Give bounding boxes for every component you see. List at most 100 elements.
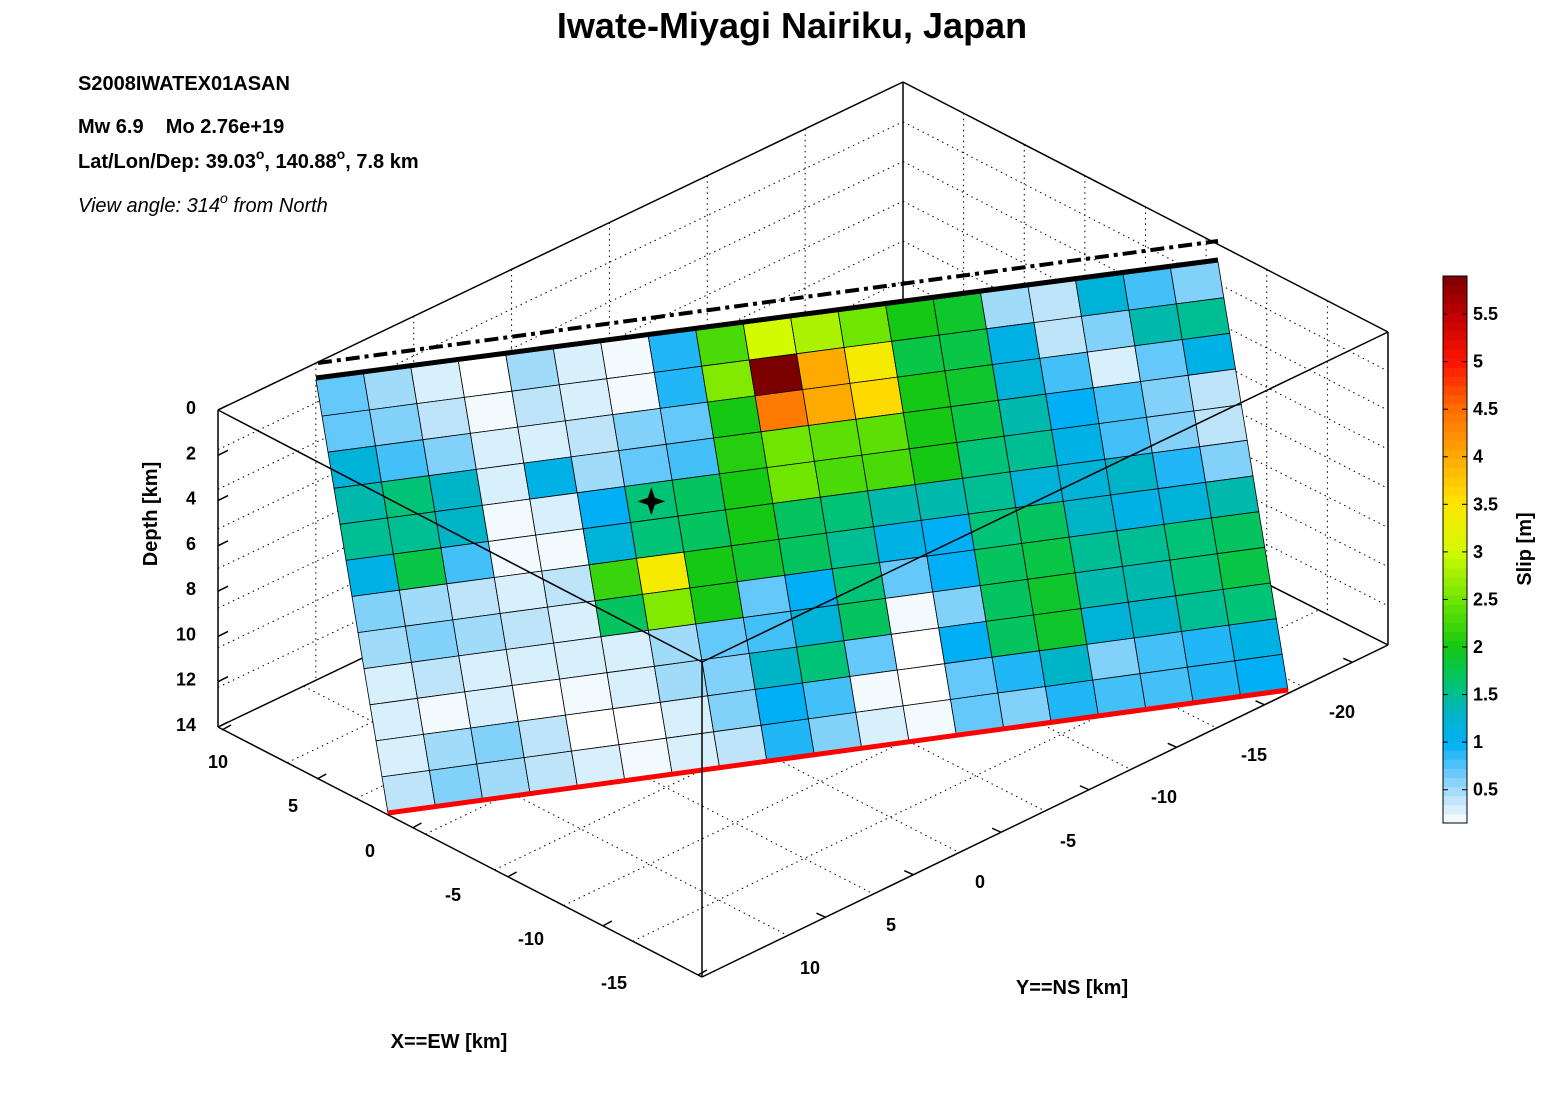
slip-patch [636, 551, 691, 595]
slip-patch [997, 393, 1053, 437]
slip-patch [1216, 546, 1271, 590]
location-text: Lat/Lon/Dep: 39.03o, 140.88o, 7.8 km [78, 146, 419, 173]
slip-patch [831, 562, 886, 606]
slip-patch [908, 442, 964, 486]
slip-patch [849, 376, 904, 420]
degree-mark-lon: o [337, 146, 346, 162]
colorbar-segment [1443, 740, 1467, 751]
event-id: S2008IWATEX01ASAN [78, 73, 290, 95]
colorbar-segment [1443, 658, 1467, 669]
slip-patch [369, 403, 424, 447]
slip-patch [1134, 339, 1189, 383]
slip-patch [873, 519, 928, 564]
slip-patch [813, 454, 869, 498]
ns-tick [1343, 657, 1353, 663]
colorbar-segment [1443, 476, 1467, 487]
slip-patch [825, 526, 880, 570]
slip-patch [559, 672, 614, 716]
slip-patch [979, 578, 1034, 622]
colorbar-segment [1443, 768, 1467, 779]
slip-patch [1199, 439, 1254, 483]
colorbar-segment [1443, 713, 1467, 724]
location-mid: , 140.88 [264, 151, 336, 173]
slip-patch [452, 613, 507, 657]
slip-patch [392, 547, 448, 591]
view-suffix: from North [228, 195, 328, 217]
colorbar-segment [1443, 403, 1467, 414]
depth-tick [217, 494, 229, 502]
ns-tick [816, 912, 826, 918]
ns-tick-label: 10 [800, 958, 820, 978]
slip-patch [351, 589, 406, 634]
degree-mark-lat: o [256, 146, 265, 162]
colorbar-segment [1443, 376, 1467, 386]
depth-tick-label: 0 [186, 398, 196, 418]
slip-patch [932, 585, 987, 629]
slip-patch [1133, 631, 1188, 675]
colorbar-segment [1443, 649, 1467, 660]
ns-tick [903, 870, 914, 876]
slip-patch [410, 360, 465, 405]
colorbar-segment [1443, 312, 1467, 323]
colorbar-segment [1443, 449, 1467, 459]
slip-patch [980, 286, 1035, 330]
slip-patch [944, 656, 999, 700]
slip-patch [754, 682, 809, 726]
slip-patch [600, 629, 655, 674]
location-suffix: , 7.8 km [345, 151, 418, 173]
slip-patch [1175, 297, 1231, 341]
slip-patch [695, 617, 750, 661]
slip-patch [653, 659, 709, 703]
slip-patch [535, 528, 590, 572]
slip-patch [333, 481, 388, 525]
colorbar-tick-label: 4.5 [1473, 399, 1498, 419]
colorbar-segment [1443, 294, 1467, 304]
colorbar-segment [1443, 330, 1467, 341]
slip-patch [896, 663, 951, 707]
slip-patch [416, 396, 471, 441]
colorbar-segment [1443, 348, 1467, 359]
slip-patch [1051, 423, 1106, 467]
slip-patch [902, 406, 958, 450]
colorbar-segment [1443, 440, 1467, 450]
slip-patch [1068, 530, 1123, 574]
slip-patch [659, 695, 715, 739]
slip-patch [422, 432, 477, 477]
slip-patch [523, 456, 578, 500]
slip-patch [612, 407, 667, 452]
slip-patch [1027, 280, 1082, 324]
slip-patch [790, 604, 845, 648]
ns-tick-label: -5 [1060, 831, 1076, 851]
colorbar-segment [1443, 494, 1467, 505]
colorbar-tick-label: 2.5 [1473, 589, 1498, 609]
slip-patch [837, 305, 893, 348]
grid-line [632, 609, 1319, 942]
view-prefix: View angle: 314 [78, 195, 220, 217]
box-edge [701, 644, 1389, 978]
colorbar-frame [1442, 275, 1468, 824]
slip-patch [464, 685, 519, 729]
location-prefix: Lat/Lon/Dep: 39.03 [78, 151, 256, 173]
slip-patch [1205, 475, 1260, 519]
degree-mark-view: o [220, 190, 228, 206]
ns-axis: 10 5 0 -5 -10 -15 -20 [800, 657, 1355, 978]
slip-patch [1157, 481, 1212, 525]
slip-patch [1075, 273, 1130, 317]
slip-patch [742, 317, 798, 361]
colorbar-segment [1443, 540, 1467, 551]
slip-patch [357, 625, 412, 670]
ew-tick [507, 871, 517, 878]
colorbar-segment [1443, 467, 1467, 478]
slip-patch [742, 610, 798, 654]
slip-patch [1080, 309, 1136, 353]
slip-patch [932, 292, 987, 336]
colorbar: 0.5 1 1.5 2 2.5 3 3.5 4 4.5 5 5.5 [1442, 275, 1498, 824]
depth-tick [217, 676, 229, 683]
slip-patch [790, 311, 845, 355]
slip-patch [630, 515, 685, 559]
fault-bottom-edge [387, 687, 1289, 816]
colorbar-segment [1443, 421, 1467, 432]
slip-patch [665, 437, 720, 481]
slip-patch [730, 538, 786, 583]
